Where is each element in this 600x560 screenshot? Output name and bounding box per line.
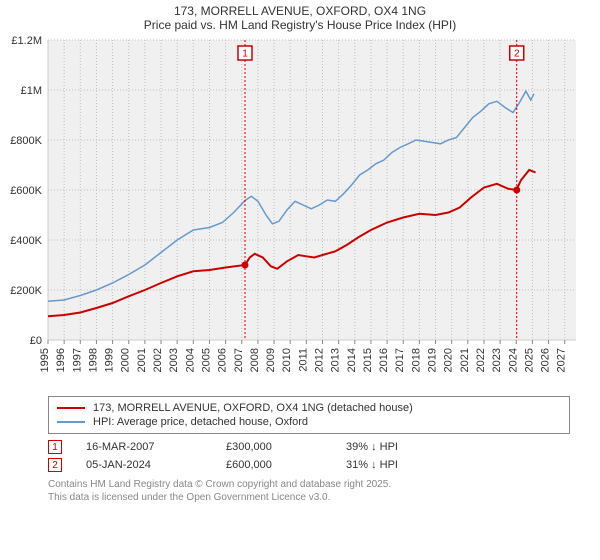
sales-table: 1 16-MAR-2007£300,00039% ↓ HPI 2 05-JAN-202… <box>48 438 570 474</box>
x-tick-label: 1997 <box>71 348 83 372</box>
x-tick-label: 2025 <box>523 348 535 372</box>
x-tick-label: 2014 <box>346 348 358 372</box>
x-tick-label: 2010 <box>281 348 293 372</box>
chart-title-block: 173, MORRELL AVENUE, OXFORD, OX4 1NG Pri… <box>0 0 600 34</box>
y-tick-label: £600K <box>10 185 42 197</box>
chart-area: £0 £200K £400K £600K £800K £1M £1.2M 1995 1996 19… <box>0 34 600 392</box>
legend-box: 173, MORRELL AVENUE, OXFORD, OX4 1NG (de… <box>48 396 570 434</box>
y-tick-label: £400K <box>10 235 42 247</box>
sales-row: 1 16-MAR-2007£300,00039% ↓ HPI <box>48 438 570 456</box>
y-tick-label: £0 <box>30 335 42 347</box>
y-tick-label: £200K <box>10 285 42 297</box>
legend-swatch <box>57 407 85 409</box>
x-tick-label: 2003 <box>168 348 180 372</box>
x-tick-label: 2019 <box>427 348 439 372</box>
x-tick-label: 2000 <box>120 348 132 372</box>
x-tick-label: 2002 <box>152 348 164 372</box>
x-tick-label: 1999 <box>104 348 116 372</box>
x-tick-label: 2021 <box>459 348 471 372</box>
sales-marker-box: 2 <box>48 458 62 472</box>
sales-row: 2 05-JAN-2024£600,00031% ↓ HPI <box>48 456 570 474</box>
y-tick-label: £800K <box>10 135 42 147</box>
legend-label: 173, MORRELL AVENUE, OXFORD, OX4 1NG (de… <box>93 402 413 414</box>
line-chart-svg: £0 £200K £400K £600K £800K £1M £1.2M 1995 1996 19… <box>0 34 600 392</box>
x-tick-label: 2008 <box>249 348 261 372</box>
x-tick-label: 2009 <box>265 348 277 372</box>
sales-price: £600,000 <box>226 459 346 471</box>
x-tick-label: 2024 <box>507 348 519 372</box>
legend-label: HPI: Average price, detached house, Oxfo… <box>93 416 308 428</box>
x-tick-label: 2007 <box>233 348 245 372</box>
x-tick-label: 1995 <box>39 348 51 372</box>
legend-swatch <box>57 421 85 423</box>
sales-date: 05-JAN-2024 <box>86 459 226 471</box>
legend-row: HPI: Average price, detached house, Oxfo… <box>57 415 561 429</box>
footer-attribution: Contains HM Land Registry data © Crown c… <box>48 478 570 504</box>
x-tick-label: 1998 <box>87 348 99 372</box>
x-tick-label: 2013 <box>330 348 342 372</box>
title-line-2: Price paid vs. HM Land Registry's House … <box>0 18 600 32</box>
sales-delta: 39% ↓ HPI <box>346 441 466 453</box>
x-tick-label: 2015 <box>362 348 374 372</box>
marker-dot <box>513 187 520 194</box>
x-tick-label: 2017 <box>394 348 406 372</box>
x-tick-label: 2011 <box>297 348 309 372</box>
footer-line-1: Contains HM Land Registry data © Crown c… <box>48 478 570 491</box>
y-tick-label: £1M <box>21 85 42 97</box>
x-tick-label: 2026 <box>540 348 552 372</box>
x-tick-label: 2018 <box>410 348 422 372</box>
x-tick-label: 2023 <box>491 348 503 372</box>
x-tick-label: 2006 <box>217 348 229 372</box>
x-tick-label: 2020 <box>443 348 455 372</box>
title-line-1: 173, MORRELL AVENUE, OXFORD, OX4 1NG <box>0 4 600 18</box>
x-tick-label: 2022 <box>475 348 487 372</box>
x-tick-label: 2012 <box>313 348 325 372</box>
x-tick-label: 2005 <box>200 348 212 372</box>
sales-marker-box: 1 <box>48 440 62 454</box>
x-tick-label: 2004 <box>184 348 196 372</box>
sales-date: 16-MAR-2007 <box>86 441 226 453</box>
sales-price: £300,000 <box>226 441 346 453</box>
marker-num: 2 <box>514 49 520 60</box>
x-tick-label: 2027 <box>556 348 568 372</box>
footer-line-2: This data is licensed under the Open Gov… <box>48 491 570 504</box>
x-tick-label: 1996 <box>55 348 67 372</box>
y-tick-label: £1.2M <box>11 35 42 47</box>
x-tick-label: 2016 <box>378 348 390 372</box>
x-tick-label: 2001 <box>136 348 148 372</box>
sales-delta: 31% ↓ HPI <box>346 459 466 471</box>
marker-num: 1 <box>242 49 248 60</box>
marker-dot <box>241 262 248 269</box>
legend-row: 173, MORRELL AVENUE, OXFORD, OX4 1NG (de… <box>57 401 561 415</box>
